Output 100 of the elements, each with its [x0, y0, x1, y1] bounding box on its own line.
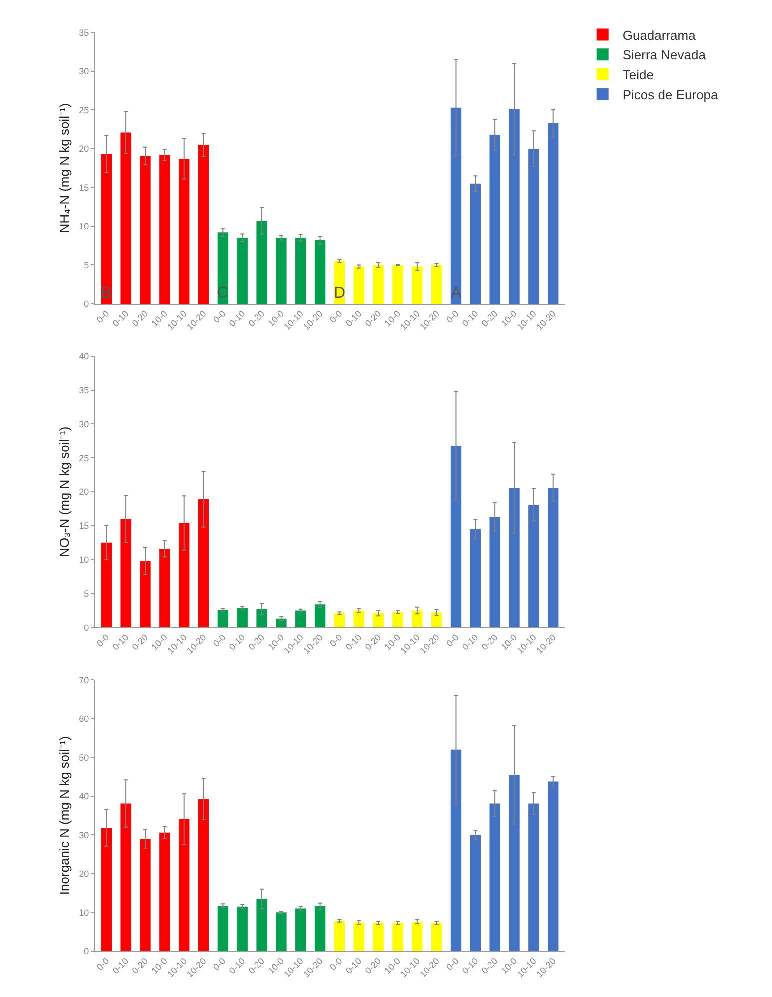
bar	[314, 240, 326, 304]
bar	[140, 156, 151, 304]
y-tick-label: 15	[79, 182, 90, 193]
y-tick-label: 20	[79, 869, 90, 880]
x-tick-label: 0-10	[110, 956, 131, 976]
y-tick-label: 10	[79, 222, 90, 232]
bar	[450, 108, 462, 304]
y-tick-label: 15	[79, 521, 90, 532]
bar	[373, 923, 384, 952]
bar	[179, 819, 190, 952]
bar	[120, 519, 132, 628]
legend-label: Teide	[622, 68, 654, 83]
bar	[296, 238, 306, 304]
bar	[101, 154, 112, 304]
bar	[120, 804, 132, 952]
y-tick-label: 0	[84, 946, 90, 957]
bar	[412, 610, 423, 628]
legend-label: Picos de Europa	[622, 88, 720, 103]
bar	[412, 922, 423, 952]
y-tick-label: 30	[79, 66, 90, 77]
bar	[296, 908, 306, 952]
bar	[392, 265, 404, 304]
bar	[296, 610, 306, 628]
bar	[509, 109, 520, 304]
bar	[509, 488, 520, 628]
bar	[218, 906, 229, 952]
bar	[276, 618, 287, 628]
bar	[198, 500, 210, 628]
bar	[470, 835, 481, 952]
bar	[490, 135, 500, 304]
annotation: D	[334, 285, 346, 302]
y-tick-label: 0	[84, 622, 90, 633]
bar	[528, 148, 540, 304]
bar	[412, 266, 423, 304]
bar	[548, 782, 559, 952]
bar	[101, 828, 112, 952]
x-tick-label: 0-20	[246, 956, 267, 976]
bar	[392, 923, 404, 952]
x-tick-label: 0-20	[363, 956, 384, 976]
y-tick-label: 20	[79, 487, 90, 498]
y-tick-label: 50	[79, 752, 90, 763]
x-tick-label: 0-20	[480, 956, 500, 976]
bar	[431, 265, 442, 304]
bar	[314, 906, 326, 952]
annotation: B	[101, 285, 112, 302]
bar	[101, 542, 112, 628]
y-axis-title: Inorganic N (mg N kg soil⁻¹)	[57, 736, 72, 896]
x-tick-label: 0-10	[460, 956, 480, 976]
x-tick-label: 0-0	[328, 632, 344, 649]
x-tick-label: 0-0	[212, 308, 228, 326]
y-tick-label: 30	[79, 419, 90, 430]
x-tick-label: 0-0	[212, 956, 228, 973]
y-axis-title: NO₃-N (mg N kg soil⁻¹)	[57, 426, 72, 558]
x-tick-label: 0-0	[94, 308, 112, 326]
y-tick-label: 70	[79, 675, 90, 686]
x-tick-label: 0-0	[94, 632, 112, 649]
bar	[509, 775, 520, 952]
y-tick-label: 40	[79, 352, 90, 362]
bar	[218, 610, 229, 628]
x-tick-label: 0-20	[130, 956, 150, 976]
y-tick-label: 0	[84, 299, 90, 310]
y-tick-label: 30	[79, 830, 90, 840]
bar	[237, 906, 248, 952]
bar	[490, 804, 500, 952]
bar	[179, 159, 190, 304]
annotation: A	[451, 285, 462, 302]
bar	[354, 266, 364, 304]
bar	[392, 612, 404, 628]
x-tick-label: 0-0	[212, 632, 228, 649]
x-tick-label: 0-0	[444, 308, 461, 326]
legend-label: Sierra Nevada	[622, 48, 707, 63]
bar	[276, 912, 287, 952]
bar	[237, 238, 248, 304]
x-tick-label: 0-10	[227, 956, 248, 976]
bar	[373, 613, 384, 628]
bar	[256, 221, 268, 304]
bar	[140, 561, 151, 628]
bar	[334, 613, 346, 628]
legend-label: Guadarrama	[622, 28, 697, 43]
bar	[470, 529, 481, 628]
x-tick-label: 0-0	[444, 956, 461, 973]
bar	[198, 800, 210, 952]
y-tick-label: 60	[79, 714, 90, 724]
y-tick-label: 5	[84, 588, 90, 599]
bar	[160, 155, 170, 304]
bar	[120, 132, 132, 304]
y-tick-label: 35	[79, 28, 90, 38]
y-tick-label: 5	[84, 260, 90, 270]
x-tick-label: 0-0	[444, 632, 461, 649]
bar	[450, 446, 462, 628]
bar	[160, 549, 170, 628]
y-tick-label: 10	[79, 908, 90, 918]
bar	[237, 608, 248, 628]
bar	[256, 899, 268, 952]
bar	[548, 488, 559, 628]
y-tick-label: 25	[79, 453, 90, 464]
bar	[179, 523, 190, 628]
bar	[198, 145, 210, 304]
y-tick-label: 10	[79, 555, 90, 566]
bar	[431, 923, 442, 952]
